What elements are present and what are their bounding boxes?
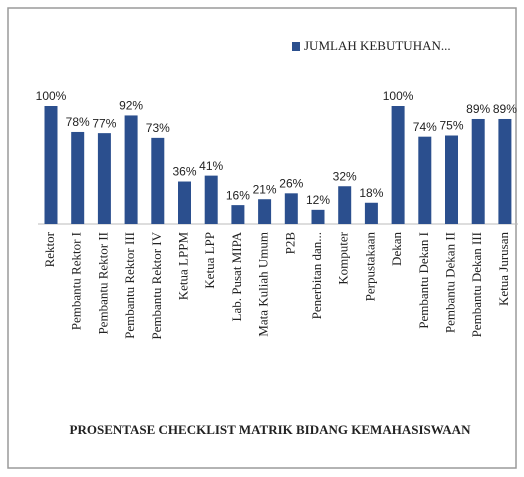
x-tick-label: Ketua LPP xyxy=(202,232,217,289)
value-label: 26% xyxy=(279,176,303,190)
value-label: 89% xyxy=(466,102,490,116)
bar xyxy=(178,181,191,224)
value-label: 100% xyxy=(383,89,414,103)
bar xyxy=(338,186,352,224)
value-label: 36% xyxy=(172,165,196,179)
x-tick-label: Perpustakaan xyxy=(362,232,377,302)
x-tick-label: Rektor xyxy=(42,231,57,267)
x-tick-label: Pembantu Rektor I xyxy=(69,232,84,330)
x-tick-label: Pembantu Rektor II xyxy=(95,232,110,335)
value-label: 18% xyxy=(359,186,383,200)
x-tick-label: Komputer xyxy=(336,231,351,284)
value-label: 92% xyxy=(119,99,143,113)
bar xyxy=(471,118,485,224)
value-label: 12% xyxy=(306,193,330,207)
chart-border xyxy=(7,7,517,469)
bar xyxy=(97,133,111,224)
bar xyxy=(364,202,378,224)
bar xyxy=(391,106,405,224)
value-label: 41% xyxy=(199,159,223,173)
value-label: 100% xyxy=(36,89,67,103)
chart-title: PROSENTASE CHECKLIST MATRIK BIDANG KEMAH… xyxy=(69,422,471,437)
value-label: 73% xyxy=(146,121,170,135)
bar xyxy=(284,193,298,224)
bar xyxy=(124,115,138,224)
bar xyxy=(445,135,458,224)
bar xyxy=(151,137,165,224)
bar xyxy=(498,118,512,224)
x-tick-label: Pembantu Dekan III xyxy=(469,232,484,337)
x-tick-label: Mata Kuliah Umum xyxy=(256,232,271,337)
x-tick-label: P2B xyxy=(282,232,297,255)
x-tick-label: Pembantu Dekan I xyxy=(416,232,431,329)
legend-label: JUMLAH KEBUTUHAN... xyxy=(304,38,451,53)
x-tick-label: Ketua Jurusan xyxy=(496,232,511,307)
x-tick-label: Lab. Pusat MIPA xyxy=(229,231,244,321)
x-tick-label: Penerbitan dan... xyxy=(309,232,324,319)
x-tick-label: Ketua LPPM xyxy=(175,232,190,301)
bar xyxy=(231,205,245,224)
bar xyxy=(418,136,432,224)
bar xyxy=(71,131,85,224)
value-label: 75% xyxy=(439,119,463,133)
bar xyxy=(44,106,58,224)
value-label: 16% xyxy=(226,188,250,202)
x-tick-label: Pembantu Rektor IV xyxy=(149,231,164,339)
value-label: 89% xyxy=(493,102,517,116)
x-tick-label: Pembantu Rektor III xyxy=(122,232,137,339)
value-label: 21% xyxy=(253,182,277,196)
bar xyxy=(258,199,272,224)
x-tick-label: Pembantu Dekan II xyxy=(442,232,457,333)
value-label: 78% xyxy=(66,115,90,129)
legend-swatch xyxy=(292,42,300,51)
bar xyxy=(311,209,325,224)
value-label: 74% xyxy=(413,120,437,134)
value-label: 32% xyxy=(333,169,357,183)
value-label: 77% xyxy=(92,116,116,130)
x-tick-label: Dekan xyxy=(389,232,404,266)
bar xyxy=(204,175,218,224)
